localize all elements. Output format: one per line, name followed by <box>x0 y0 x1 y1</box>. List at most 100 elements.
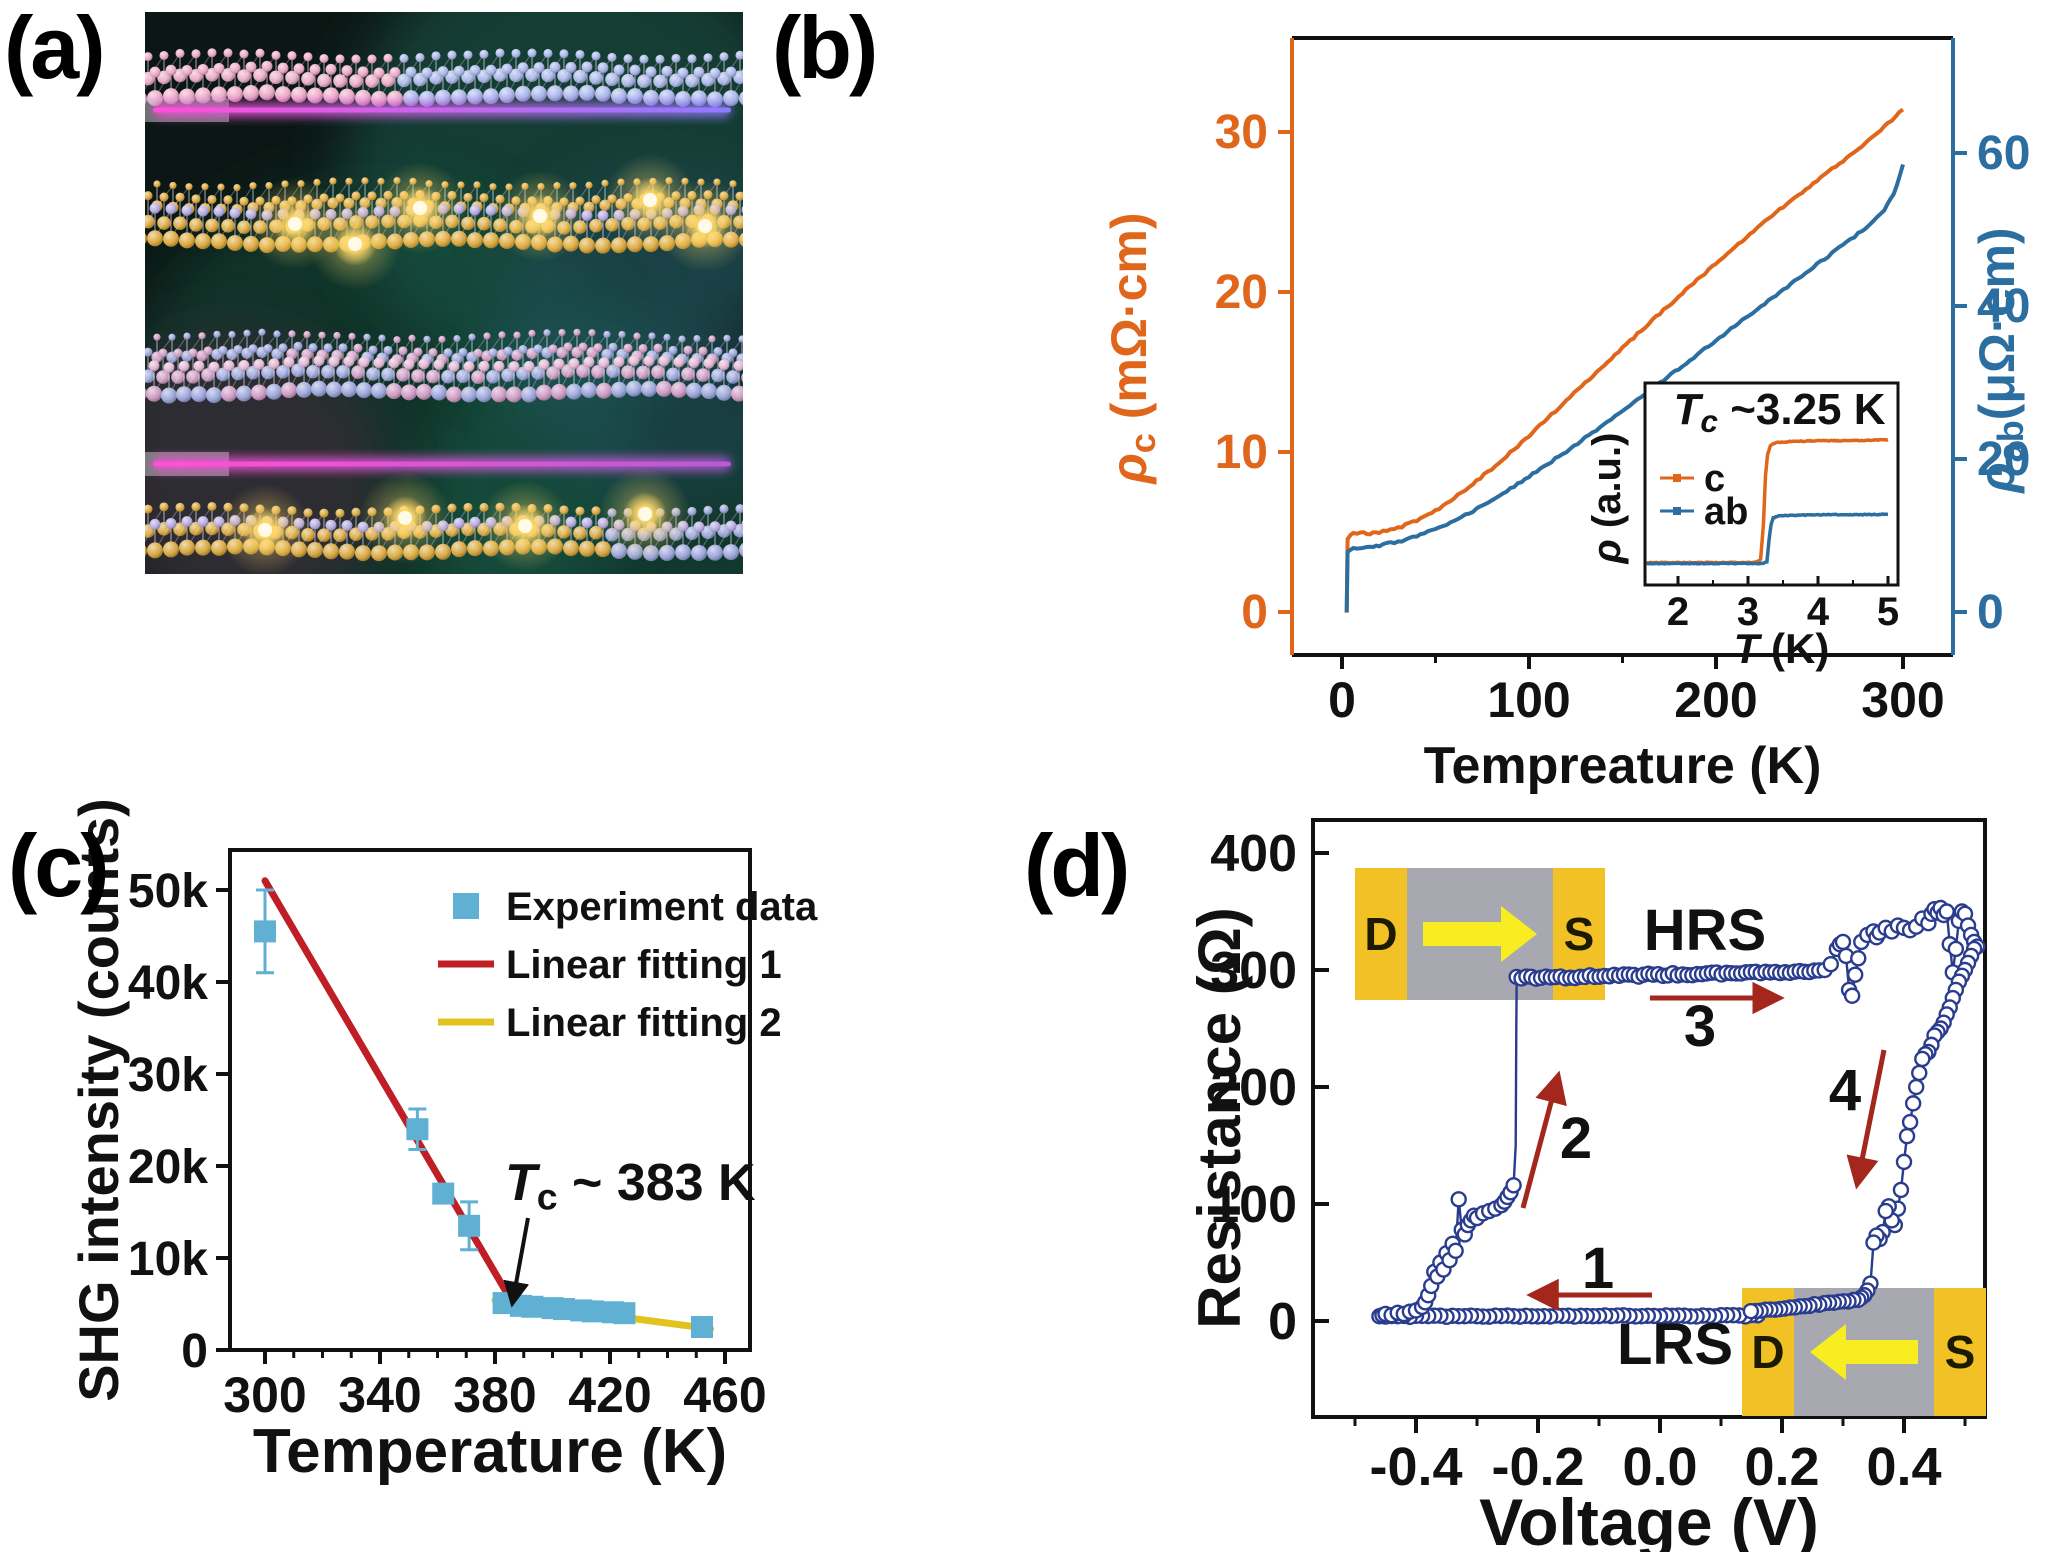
atom <box>156 370 170 384</box>
atom <box>637 74 651 88</box>
atom <box>321 365 335 379</box>
panel-a-illustration <box>145 12 762 574</box>
atom <box>686 382 702 399</box>
atom <box>313 355 325 367</box>
atom <box>261 365 275 380</box>
y-tick-label: 10k <box>128 1233 208 1286</box>
atom <box>296 381 312 398</box>
light-stripe <box>153 461 731 467</box>
atom <box>401 384 417 401</box>
atom <box>713 346 723 356</box>
atom <box>703 505 713 515</box>
atom <box>431 51 441 61</box>
atom <box>598 357 610 369</box>
atom <box>618 330 626 339</box>
atom <box>568 358 580 370</box>
atom <box>421 67 433 79</box>
exciton-core <box>643 193 657 207</box>
atom <box>216 367 230 382</box>
atom <box>597 210 609 222</box>
atom <box>579 84 595 101</box>
atom <box>197 516 209 528</box>
hysteresis-point <box>1846 966 1864 983</box>
atom <box>531 366 545 380</box>
atom <box>693 521 705 533</box>
sweep-arrow-4 <box>1846 1049 1887 1190</box>
inset-box <box>1643 381 1900 587</box>
atom <box>501 63 513 75</box>
atom <box>623 343 633 353</box>
atom <box>181 64 193 76</box>
label-segment: ρ <box>1101 453 1157 485</box>
label-segment: 0 <box>1977 586 2004 639</box>
atom <box>179 539 195 556</box>
atom <box>218 345 228 355</box>
atom <box>207 194 217 205</box>
atom <box>741 373 743 383</box>
atom <box>703 53 713 63</box>
atom <box>171 370 185 384</box>
atom <box>479 193 489 203</box>
atom <box>648 332 656 340</box>
atom <box>145 52 153 62</box>
atom <box>386 383 402 400</box>
atom <box>329 177 337 185</box>
atom <box>643 355 655 367</box>
atom <box>608 342 618 352</box>
label-segment: Temperature (K) <box>253 1417 727 1486</box>
hysteresis-point <box>1914 1050 1931 1068</box>
atom <box>495 48 505 58</box>
atom <box>725 520 737 532</box>
atom <box>213 62 225 74</box>
x-tick-label: 380 <box>453 1367 536 1423</box>
atom <box>595 85 611 102</box>
atom <box>206 387 222 404</box>
y-tick-label: 100 <box>1210 1176 1297 1234</box>
atom <box>566 383 582 400</box>
atom <box>467 88 483 105</box>
label-segment: 0.0 <box>1622 1437 1697 1497</box>
atom <box>723 544 739 561</box>
label-segment: -0.2 <box>1491 1437 1584 1497</box>
atom <box>673 356 685 368</box>
atom <box>339 88 355 105</box>
x-tick-label: 0 <box>1328 672 1356 728</box>
atom <box>397 73 411 88</box>
atom <box>751 351 762 362</box>
atom <box>448 361 460 372</box>
atom <box>351 54 361 64</box>
atom <box>538 359 550 371</box>
atom <box>345 177 353 185</box>
series-rho_c <box>1344 107 1905 613</box>
label-segment: 4 <box>1829 1058 1861 1123</box>
atom <box>303 330 311 339</box>
label-segment: 460 <box>683 1367 766 1423</box>
atom <box>443 348 453 358</box>
y-right-tick-label: 60 <box>1977 127 2030 180</box>
label-segment: 420 <box>568 1367 651 1423</box>
atom <box>398 346 408 356</box>
atom <box>228 330 236 339</box>
atom <box>738 335 743 343</box>
atom <box>323 343 333 353</box>
atom <box>389 67 401 79</box>
atom <box>643 89 659 106</box>
atom <box>659 89 675 106</box>
atom <box>203 346 213 356</box>
atom <box>205 218 219 233</box>
atom <box>149 66 161 78</box>
current-arrow-head <box>1501 906 1537 962</box>
sweep-step-number-3: 3 <box>1684 994 1716 1059</box>
atom <box>275 86 291 103</box>
atom <box>325 519 337 531</box>
atom <box>696 368 710 382</box>
atom <box>269 70 283 85</box>
atom <box>595 541 611 558</box>
y-left-tick-label: 0 <box>1241 586 1268 639</box>
data-point-square <box>458 1214 481 1237</box>
x-axis-title: Voltage (V) <box>1479 1485 1819 1552</box>
light-stripe <box>153 107 731 113</box>
atom <box>548 344 558 354</box>
atom <box>441 369 455 384</box>
